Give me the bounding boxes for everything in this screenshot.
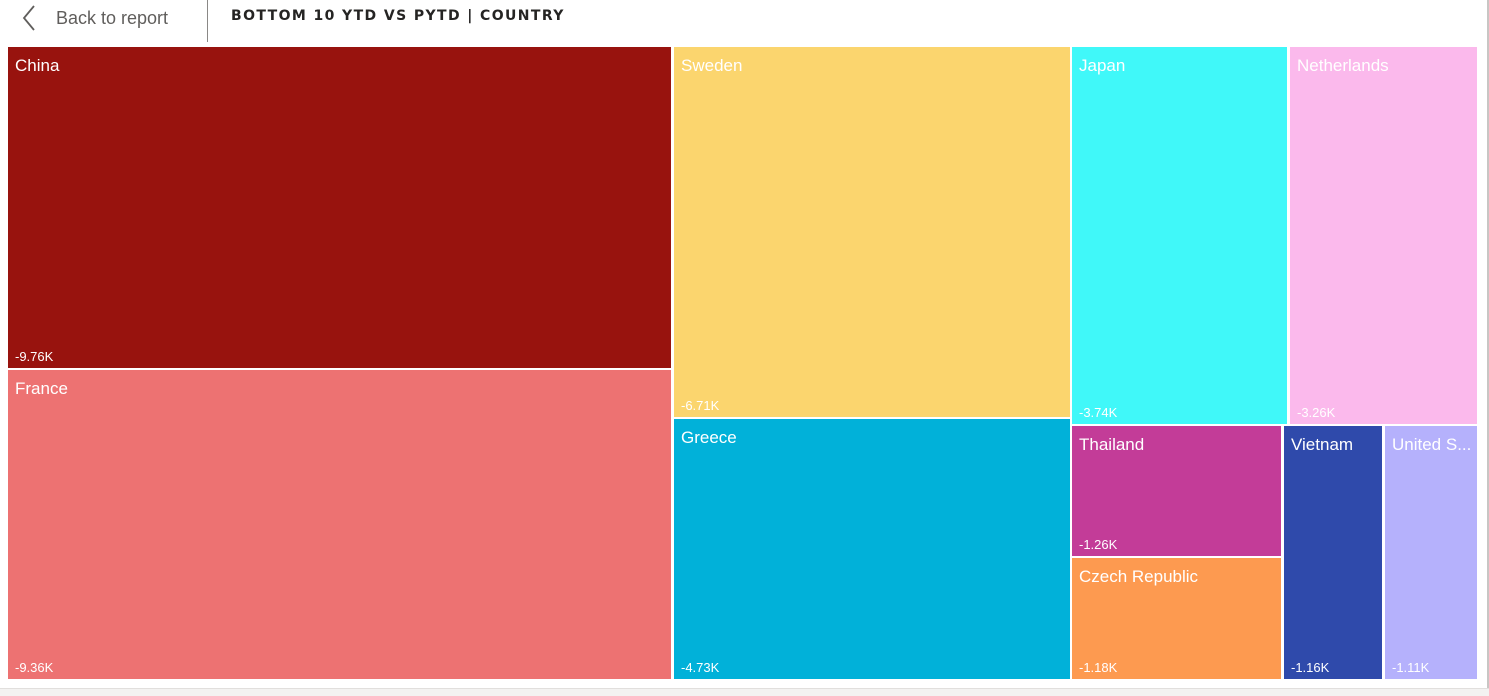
- treemap-tile-value: -1.11K: [1392, 660, 1430, 675]
- treemap-tile-label: United S...: [1392, 435, 1472, 454]
- treemap-tile-netherlands[interactable]: Netherlands -3.26K: [1290, 47, 1477, 424]
- treemap-tile-label: Greece: [681, 428, 737, 447]
- treemap-tile-vietnam[interactable]: Vietnam -1.16K: [1284, 426, 1382, 679]
- visual-title: BOTTOM 10 YTD VS PYTD | COUNTRY: [231, 8, 565, 24]
- treemap-tile-value: -9.76K: [15, 349, 54, 364]
- bottom-border: [0, 688, 1489, 696]
- treemap-tile-label: Japan: [1079, 56, 1126, 75]
- treemap-tile-greece[interactable]: Greece -4.73K: [674, 419, 1070, 679]
- treemap-tile-value: -9.36K: [15, 660, 54, 675]
- treemap-tile-label: Sweden: [681, 56, 743, 75]
- treemap-tile-china[interactable]: China -9.76K: [8, 47, 671, 368]
- treemap-tile-value: -1.18K: [1079, 660, 1118, 675]
- treemap-tile-label: China: [15, 56, 60, 75]
- treemap-tile-label: Czech Republic: [1079, 567, 1199, 586]
- top-bar: Back to report BOTTOM 10 YTD VS PYTD | C…: [0, 0, 1489, 44]
- treemap-tile-value: -3.74K: [1079, 405, 1118, 420]
- right-border: [1487, 0, 1489, 696]
- treemap-tile-value: -1.26K: [1079, 537, 1118, 552]
- treemap-tile-label: Netherlands: [1297, 56, 1389, 75]
- treemap-tile-label: France: [15, 379, 68, 398]
- back-to-report-label: Back to report: [56, 7, 169, 28]
- treemap-tile-value: -4.73K: [681, 660, 720, 675]
- treemap-tile-label: Vietnam: [1291, 435, 1354, 454]
- treemap-tile-united-s[interactable]: United S... -1.11K: [1385, 426, 1477, 679]
- treemap-tile-sweden[interactable]: Sweden -6.71K: [674, 47, 1070, 417]
- treemap-tile-japan[interactable]: Japan -3.74K: [1072, 47, 1287, 424]
- header-divider: [207, 0, 208, 42]
- treemap-tile-value: -1.16K: [1291, 660, 1330, 675]
- treemap-tile-label: Thailand: [1079, 435, 1145, 454]
- treemap-tile-thailand[interactable]: Thailand -1.26K: [1072, 426, 1281, 556]
- treemap-tile-value: -3.26K: [1297, 405, 1336, 420]
- treemap-tile-value: -6.71K: [681, 398, 720, 413]
- back-to-report-button[interactable]: Back to report: [22, 3, 168, 33]
- chevron-left-icon: [22, 5, 36, 31]
- treemap-tile-czech-republic[interactable]: Czech Republic -1.18K: [1072, 558, 1281, 679]
- treemap-tile-france[interactable]: France -9.36K: [8, 370, 671, 679]
